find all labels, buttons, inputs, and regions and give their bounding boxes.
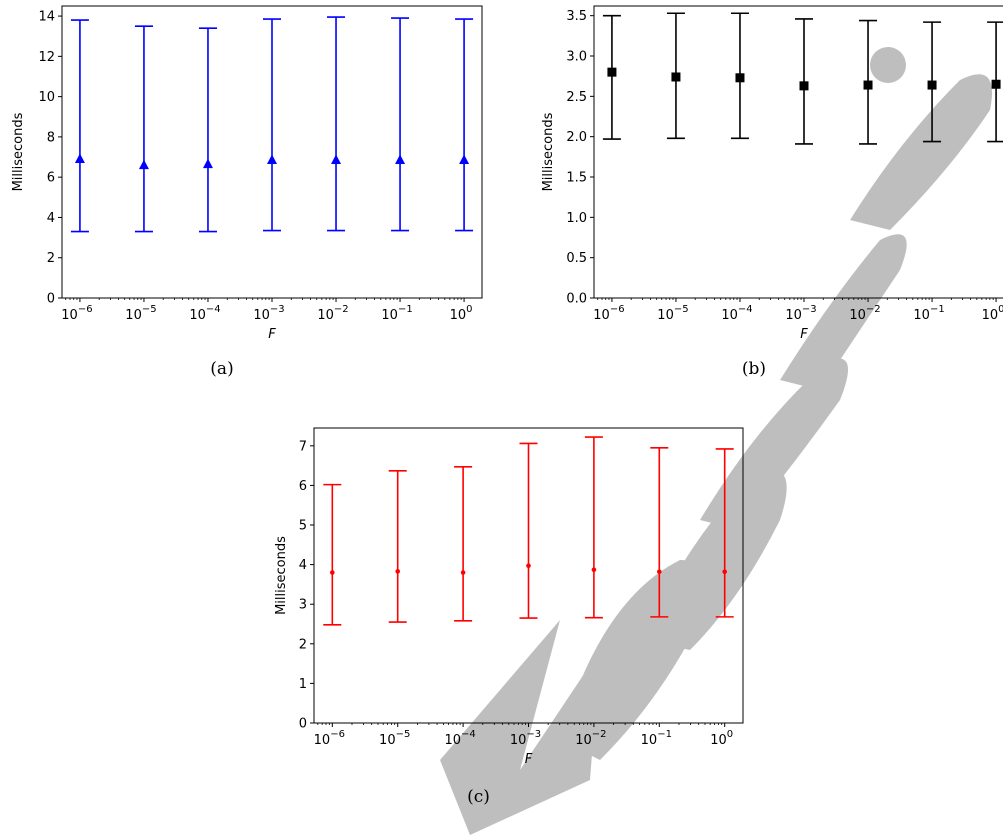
- error-bar: [70, 19, 89, 233]
- y-tick-label: 4: [47, 211, 55, 226]
- x-tick-label: 10−6: [61, 304, 92, 323]
- y-tick-label: 3: [299, 598, 307, 613]
- data-point: [735, 73, 745, 83]
- error-bar: [198, 27, 217, 233]
- y-tick-label: 1.0: [566, 211, 587, 226]
- x-axis-label: F: [525, 752, 533, 767]
- x-tick-label: 10−2: [575, 729, 606, 748]
- y-tick-label: 4: [299, 558, 307, 573]
- x-tick-label: 10−3: [785, 304, 816, 323]
- data-point: [202, 158, 213, 169]
- data-point: [991, 79, 1001, 89]
- y-tick-label: 1: [299, 677, 307, 692]
- manuscript-watermark: [440, 47, 992, 835]
- x-tick-label: 10−5: [657, 304, 688, 323]
- data-point: [671, 72, 681, 82]
- x-tick-label: 10−1: [913, 304, 944, 323]
- data-point: [591, 567, 597, 573]
- x-tick-label: 10−2: [317, 304, 348, 323]
- x-tick-label: 10−6: [314, 729, 345, 748]
- y-tick-label: 7: [299, 439, 307, 454]
- x-tick-label: 10−6: [593, 304, 624, 323]
- y-axis-label: Milliseconds: [541, 112, 556, 191]
- data-point: [331, 154, 342, 165]
- data-point: [459, 154, 470, 165]
- error-bar: [454, 466, 473, 622]
- x-axis-label: F: [800, 327, 808, 342]
- y-tick-label: 1.5: [566, 171, 587, 186]
- data-point: [460, 570, 466, 575]
- data-point: [330, 570, 335, 575]
- data-point: [526, 563, 531, 569]
- data-point: [607, 67, 617, 77]
- x-tick-label: 100: [982, 304, 1003, 323]
- y-tick-label: 2.5: [566, 90, 587, 105]
- y-tick-label: 3.0: [566, 50, 587, 65]
- error-bar: [388, 469, 407, 623]
- y-tick-label: 6: [299, 479, 307, 494]
- data-point: [74, 153, 85, 164]
- x-tick-label: 10−3: [510, 729, 541, 748]
- data-point: [863, 80, 873, 90]
- x-tick-label: 10−4: [189, 304, 220, 323]
- y-tick-label: 0.5: [566, 251, 587, 266]
- error-bar: [263, 18, 281, 232]
- error-bar: [584, 436, 603, 619]
- y-tick-label: 2: [299, 637, 307, 652]
- x-tick-label: 10−5: [379, 729, 410, 748]
- x-tick-label: 10−5: [125, 304, 156, 323]
- data-point: [395, 569, 401, 574]
- y-tick-label: 0: [47, 292, 55, 307]
- y-tick-label: 14: [38, 10, 55, 25]
- x-tick-label: 10−4: [721, 304, 752, 323]
- y-tick-label: 10: [38, 90, 55, 105]
- x-tick-label: 10−3: [253, 304, 284, 323]
- panel-c: 0 1 2 3 4 5 6 7 10−6 10−5 10−4 10−3 10−2 10−1 100 F Mill…: [274, 427, 744, 807]
- error-bar: [455, 18, 474, 232]
- y-tick-label: 6: [47, 171, 55, 186]
- y-tick-label: 2: [47, 251, 55, 266]
- x-tick-label: 10−4: [444, 729, 475, 748]
- y-axis-label: Milliseconds: [274, 536, 289, 615]
- error-bar: [650, 446, 669, 618]
- y-tick-label: 2.0: [566, 130, 587, 145]
- x-tick-label: 10−1: [641, 729, 672, 748]
- panel-caption: (b): [742, 359, 766, 379]
- x-axis-label: F: [268, 327, 276, 342]
- panel-caption: (a): [210, 359, 233, 379]
- error-bar: [602, 14, 621, 140]
- y-tick-label: 5: [299, 519, 307, 534]
- data-point: [722, 569, 727, 575]
- y-tick-label: 12: [38, 50, 55, 65]
- error-bar: [327, 16, 346, 232]
- error-bar: [715, 448, 734, 618]
- data-point: [138, 159, 149, 170]
- x-tick-label: 100: [450, 304, 473, 323]
- panel-caption: (c): [467, 787, 490, 807]
- panel-b: 0.0 0.5 1.0 1.5 2.0 2.5 3.0 3.5 10−6 10−5 10−4 10−3…: [541, 5, 1003, 379]
- y-axis-label: Milliseconds: [11, 112, 26, 191]
- error-bar: [519, 442, 538, 619]
- y-tick-label: 0: [299, 717, 307, 732]
- error-bar: [323, 483, 342, 626]
- error-bar: [134, 25, 153, 233]
- y-tick-label: 0.0: [566, 292, 587, 307]
- error-bar: [391, 17, 410, 232]
- y-tick-label: 8: [47, 130, 55, 145]
- data-point: [395, 154, 406, 165]
- data-point: [799, 81, 809, 91]
- data-point: [927, 80, 937, 90]
- y-tick-label: 3.5: [566, 9, 587, 24]
- x-tick-label: 10−1: [381, 304, 412, 323]
- x-tick-label: 10−2: [849, 304, 880, 323]
- x-tick-label: 100: [710, 729, 733, 748]
- panel-a: 0 2 4 6 8 10 12 14 10−6 10−5 10−4 10−3 10−2 10−1 100 F M…: [11, 5, 483, 379]
- data-point: [267, 154, 277, 165]
- data-point: [656, 569, 662, 575]
